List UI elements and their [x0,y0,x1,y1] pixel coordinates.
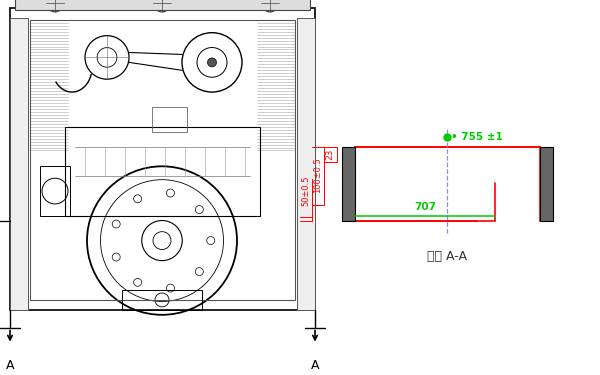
Text: 707: 707 [414,202,436,212]
Circle shape [208,58,217,67]
Circle shape [544,181,548,186]
Circle shape [15,73,23,81]
Circle shape [302,182,310,190]
Circle shape [544,206,548,212]
Text: 100±0.5: 100±0.5 [314,158,323,193]
Circle shape [15,34,23,42]
Circle shape [15,232,23,240]
Bar [15,0,310,10]
Circle shape [302,271,310,279]
Bar [342,147,355,221]
Circle shape [347,156,352,161]
Circle shape [15,182,23,190]
Text: 剥面 A-A: 剥面 A-A [427,251,467,264]
Bar [122,290,202,310]
Circle shape [15,123,23,130]
Text: A: A [6,359,14,372]
Bar [540,147,553,221]
Text: A: A [311,359,319,372]
Text: • 755 ±1: • 755 ±1 [451,132,503,142]
Bar [30,20,295,300]
Circle shape [347,181,352,186]
Bar [297,18,315,310]
Bar [152,107,187,132]
Circle shape [544,156,548,161]
Bar [40,166,70,216]
Text: 50±0.5: 50±0.5 [302,176,311,206]
Text: 23: 23 [325,149,335,160]
Circle shape [302,123,310,130]
Circle shape [15,271,23,279]
Bar [10,18,28,310]
Bar [65,127,260,216]
Bar [10,8,315,310]
Circle shape [302,73,310,81]
Circle shape [188,0,196,7]
Circle shape [302,34,310,42]
Circle shape [302,232,310,240]
Circle shape [347,206,352,212]
